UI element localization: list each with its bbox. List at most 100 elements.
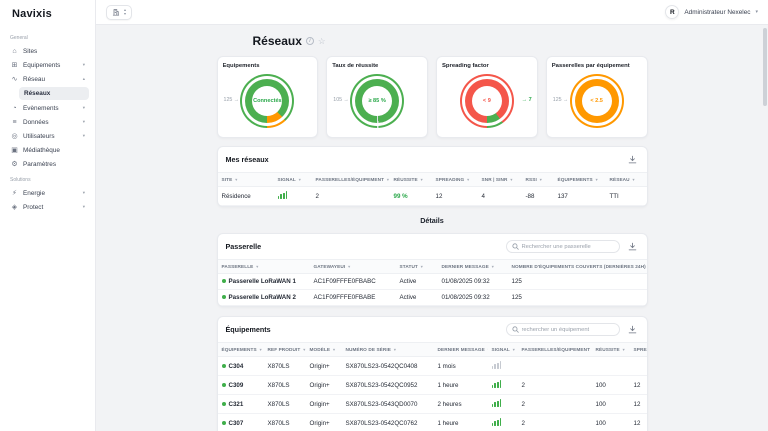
sidebar-item-donnees[interactable]: ≡ Données ▾: [6, 115, 89, 129]
column-header[interactable]: Signal ▼: [273, 173, 312, 187]
column-header[interactable]: Dernier message▼: [433, 343, 488, 357]
sidebar-item-evenements[interactable]: ◔ Évènements ▾: [6, 101, 89, 115]
table-cell: 2 heures: [433, 394, 488, 414]
column-header[interactable]: Réussite ▼: [389, 173, 432, 187]
column-header[interactable]: SNR | SINR ▼: [477, 173, 522, 187]
sidebar-item-label: Protect: [23, 203, 44, 211]
gateway-search-input[interactable]: [521, 243, 614, 250]
chevron-up-icon: ▴: [82, 76, 85, 81]
table-cell: C304: [217, 356, 264, 376]
sidebar-subitem-reseaux[interactable]: Réseaux: [19, 87, 89, 100]
download-button[interactable]: [626, 240, 639, 253]
table-cell: Active: [395, 273, 438, 290]
column-header[interactable]: Site ▼: [217, 173, 274, 187]
column-header[interactable]: RSSI ▼: [521, 173, 554, 187]
signal-icon: [491, 399, 502, 407]
table-row[interactable]: Passerelle LoRaWAN 1 AC1F09FFFE0FBABC Acti…: [217, 273, 647, 290]
success-value: 99 %: [393, 192, 408, 200]
table-cell: TTI: [605, 186, 647, 206]
equipments-card-header: Équipements: [217, 317, 647, 343]
sort-icon: ▼: [487, 348, 488, 352]
table-cell: C321: [217, 394, 264, 414]
favorite-star-icon[interactable]: ☆: [317, 35, 326, 46]
sort-icon: ▼: [621, 347, 626, 352]
search-icon: [511, 243, 519, 250]
chevron-down-icon: ▾: [82, 190, 85, 195]
kpi-side-value: 125 →: [223, 97, 240, 103]
equipment-search: [505, 323, 620, 336]
sidebar-item-label: Données: [23, 118, 49, 126]
table-cell: Origin+: [305, 394, 342, 414]
sort-icon: ▼: [511, 347, 516, 352]
column-header[interactable]: Dernier message▼: [437, 260, 508, 274]
column-header[interactable]: Réseau ▼: [605, 173, 647, 187]
download-icon: [628, 242, 636, 251]
column-header[interactable]: Signal ▼: [487, 343, 518, 357]
column-header[interactable]: Spreading▼: [629, 343, 647, 357]
data-icon: ≡: [12, 118, 17, 126]
table-row[interactable]: Résidence 2 99 % 12 4 -88 137 TTI: [217, 186, 647, 206]
sort-icon: ▼: [419, 177, 424, 182]
table-cell: [273, 186, 312, 206]
sidebar-item-reseau[interactable]: ∿ Réseau ▴: [6, 72, 89, 86]
status-dot: [221, 295, 226, 300]
sidebar-item-label: Paramètres: [23, 160, 57, 168]
sidebar: Navixis General ⌂ Sites ⊞ Équipements ▾ ∿ Résea…: [0, 0, 96, 431]
table-cell: Passerelle LoRaWAN 1: [217, 273, 310, 290]
table-cell: 2: [517, 413, 592, 431]
table-cell: 1 mois: [433, 356, 488, 376]
sidebar-item-parametres[interactable]: ⚙ Paramètres: [6, 157, 89, 171]
table-cell: 100: [591, 413, 630, 431]
info-icon[interactable]: i: [305, 37, 314, 45]
column-header[interactable]: Passerelles/équipement▼: [311, 173, 390, 187]
kpi-target-value: → 7: [521, 97, 532, 103]
table-row[interactable]: C304 X870LS Origin+ SX870LS23-0542QC0408 1 m…: [217, 356, 647, 376]
column-header[interactable]: Numéro de série ▼: [341, 343, 434, 357]
sidebar-item-mediatheque[interactable]: ▣ Médiathèque: [6, 143, 89, 157]
table-cell: X870LS: [263, 356, 306, 376]
column-header[interactable]: Équipements ▼: [217, 343, 264, 357]
table-row[interactable]: C307 X870LS Origin+ SX870LS23-0542QC0762 1 h…: [217, 413, 647, 431]
column-header[interactable]: Spreading▼: [431, 173, 478, 187]
table-cell: 12: [431, 186, 478, 206]
equipments-icon: ⊞: [11, 62, 18, 69]
signal-icon: [491, 361, 502, 369]
column-header[interactable]: Nombre d'équipements couverts (dernières…: [507, 260, 647, 274]
table-row[interactable]: C321 X870LS Origin+ SX870LS23-0543QD0070 2 h…: [217, 394, 647, 414]
sort-icon: ▼: [255, 264, 260, 269]
sidebar-item-energie[interactable]: ⚡ Énergie ▾: [6, 186, 89, 200]
column-header[interactable]: Passerelle ▼: [217, 260, 310, 274]
table-cell: [487, 394, 518, 414]
column-header[interactable]: Équipements ▼: [553, 173, 606, 187]
table-cell: 01/08/2025 09:32: [437, 273, 508, 290]
sidebar-item-utilisateurs[interactable]: ◎ Utilisateurs ▾: [6, 129, 89, 143]
download-button[interactable]: [626, 323, 639, 336]
table-cell: AC1F09FFFE0FBABC: [309, 273, 396, 290]
kpi-center-value: < 9: [482, 97, 491, 104]
networks-card: Mes réseaux Site ▼ Signal ▼ Passerelles/équi…: [216, 146, 648, 207]
column-header[interactable]: Statut ▼: [395, 260, 438, 274]
download-icon: [628, 325, 636, 334]
sidebar-item-sites[interactable]: ⌂ Sites: [6, 44, 89, 58]
data-table: Site▼Signal▼Passerelles/équipement▼Réuss…: [217, 173, 647, 206]
table-cell: [517, 356, 592, 376]
column-header[interactable]: Modèle ▼: [305, 343, 342, 357]
table-cell: 12: [629, 394, 647, 414]
app-logo[interactable]: Navixis: [0, 0, 95, 27]
table-row[interactable]: Passerelle LoRaWAN 2 AC1F09FFFE0FBABE Acti…: [217, 289, 647, 306]
column-header[interactable]: GatewayEUI ▼: [309, 260, 396, 274]
sidebar-item-protect[interactable]: ◈ Protect ▾: [6, 200, 89, 214]
sidebar-item-equipements[interactable]: ⊞ Équipements ▾: [6, 58, 89, 72]
download-button[interactable]: [626, 153, 639, 166]
equipment-search-input[interactable]: [521, 326, 614, 333]
table-row[interactable]: C309 X870LS Origin+ SX870LS23-0542QC0952 1 h…: [217, 375, 647, 395]
column-header[interactable]: Ref produit▼: [263, 343, 306, 357]
column-header[interactable]: Réussite ▼: [591, 343, 630, 357]
main-content: Réseaux i ☆ Équipements Connectés 125 → Tau…: [96, 25, 768, 431]
column-header[interactable]: Passerelles/équipement▼: [517, 343, 592, 357]
scrollbar-thumb[interactable]: [763, 28, 767, 106]
site-selector[interactable]: ▴ ▾: [106, 4, 133, 20]
user-menu[interactable]: R Administrateur Nexelec ▾: [665, 5, 758, 19]
table-cell: AC1F09FFFE0FBABE: [309, 289, 396, 306]
table-cell: 4: [477, 186, 522, 206]
